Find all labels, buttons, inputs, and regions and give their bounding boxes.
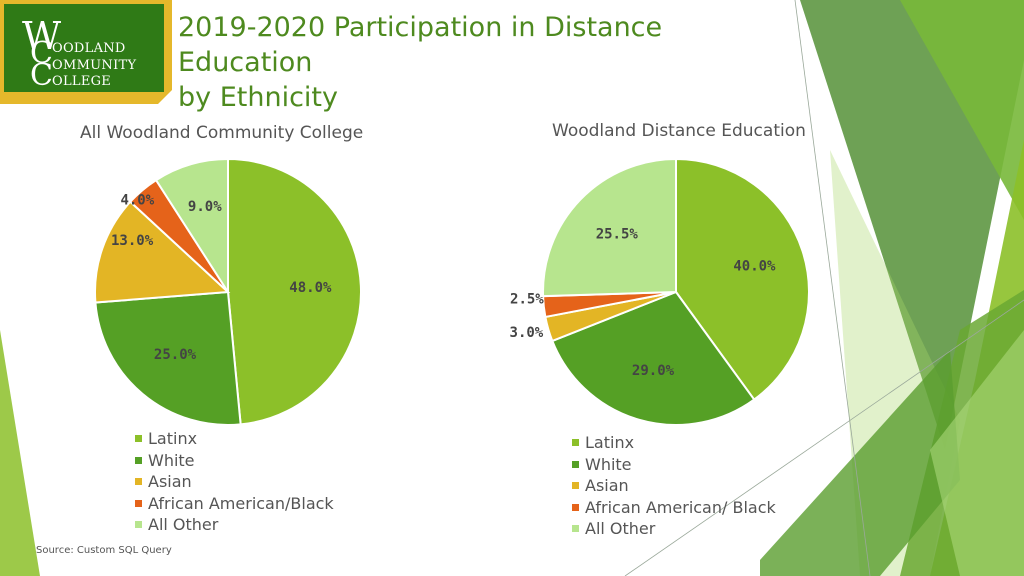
data-label-latinx: 40.0% — [733, 259, 776, 275]
deco-shape — [760, 350, 960, 576]
legend-distance-education: Latinx White Asian African American/ Black A… — [572, 432, 776, 540]
data-label-african-american-black: 4.0% — [120, 193, 154, 209]
logo-initial-c1: C — [30, 36, 53, 71]
deco-shape — [930, 330, 1024, 576]
data-label-all-other: 25.5% — [596, 227, 639, 243]
logo-initial-w: W — [22, 14, 62, 58]
data-label-african-american-black: 2.5% — [510, 291, 544, 307]
college-logo: W C C OODLAND OMMUNITY OLLEGE — [0, 0, 172, 104]
legend-label: White — [585, 454, 632, 474]
legend-swatch — [572, 482, 579, 489]
legend-item-latinx: Latinx — [572, 432, 776, 454]
legend-item-latinx: Latinx — [135, 428, 334, 450]
legend-label: Latinx — [148, 429, 198, 448]
legend-label: White — [148, 450, 195, 470]
pie-slice-latinx — [675, 157, 810, 401]
legend-item-all-other: All Other — [135, 514, 334, 536]
deco-shape — [0, 330, 40, 576]
page-title-line-2: by Ethnicity — [178, 82, 338, 113]
logo-initial-c2: C — [30, 58, 53, 93]
legend-all-college: Latinx White Asian African American/Black Al… — [135, 428, 334, 536]
legend-label: Latinx — [585, 433, 635, 452]
legend-item-african-american-black: African American/Black — [135, 493, 334, 515]
legend-item-african-american-black: African American/ Black — [572, 497, 776, 519]
pie-slice-white — [94, 290, 242, 426]
legend-label: All Other — [148, 515, 219, 534]
data-label-white: 25.0% — [154, 347, 197, 363]
data-label-asian: 3.0% — [510, 325, 544, 341]
logo-line-2: OMMUNITY — [52, 58, 137, 73]
legend-item-all-other: All Other — [572, 518, 776, 540]
logo-line-1: OODLAND — [52, 41, 126, 56]
deco-line — [624, 299, 1024, 576]
legend-swatch — [572, 460, 579, 468]
legend-swatch — [135, 435, 142, 442]
pie-slice-all-other — [542, 157, 677, 298]
legend-label: All Other — [585, 519, 656, 538]
pie-slice-white — [551, 290, 756, 426]
legend-swatch — [135, 521, 142, 528]
legend-label: Asian — [585, 476, 629, 495]
legend-item-asian: Asian — [135, 471, 334, 493]
legend-swatch — [135, 478, 142, 485]
legend-item-white: White — [135, 450, 334, 472]
legend-swatch — [572, 525, 579, 532]
data-label-latinx: 48.0% — [289, 280, 332, 296]
page-title-line-1: 2019-2020 Participation in Distance Educ… — [178, 12, 663, 78]
legend-swatch — [135, 499, 142, 507]
logo-green-field — [4, 4, 164, 92]
chart-1-title: All Woodland Community College — [80, 123, 364, 143]
legend-swatch — [572, 503, 579, 511]
pie-slice-asian — [94, 200, 231, 304]
chart-2-title: Woodland Distance Education — [552, 121, 806, 141]
legend-swatch — [572, 439, 579, 446]
pie-slice-latinx — [227, 157, 362, 426]
page-title: 2019-2020 Participation in Distance Educ… — [178, 10, 798, 115]
legend-swatch — [135, 456, 142, 464]
legend-item-white: White — [572, 454, 776, 476]
pie-chart-distance-education: 40.0% 29.0% 3.0% 2.5% 25.5% — [510, 157, 810, 426]
legend-item-asian: Asian — [572, 475, 776, 497]
data-label-white: 29.0% — [632, 363, 675, 379]
data-label-asian: 13.0% — [111, 233, 154, 249]
deco-shape — [900, 0, 1024, 220]
legend-label: African American/ Black — [585, 497, 776, 517]
legend-label: African American/Black — [148, 493, 334, 513]
source-note: Source: Custom SQL Query — [36, 545, 172, 556]
pie-slice-all-other — [154, 157, 229, 296]
pie-chart-all-college: 48.0% 25.0% 13.0% 4.0% 9.0% — [94, 157, 362, 426]
logo-line-3: OLLEGE — [52, 74, 112, 89]
data-label-all-other: 9.0% — [188, 199, 222, 215]
legend-label: Asian — [148, 472, 192, 491]
deco-line — [794, 0, 871, 576]
